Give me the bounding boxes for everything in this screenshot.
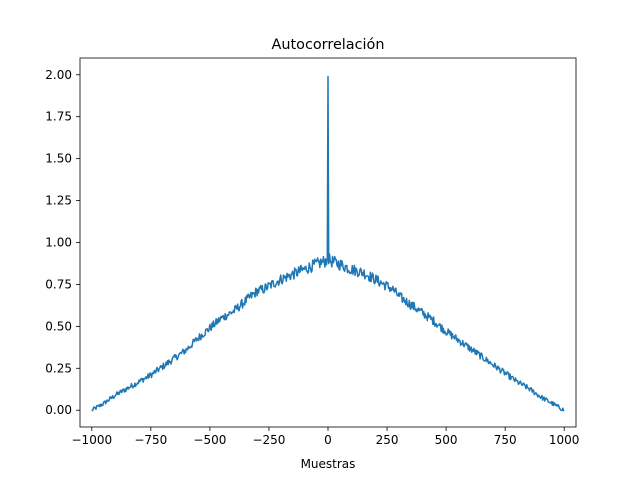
x-tick-label: 500 <box>435 433 458 447</box>
x-tick-label: −750 <box>134 433 167 447</box>
x-tick-label: −1000 <box>72 433 113 447</box>
y-tick-label: 0.75 <box>45 277 72 291</box>
x-axis-label: Muestras <box>301 457 356 471</box>
x-tick-label: 250 <box>376 433 399 447</box>
chart-title: Autocorrelación <box>272 37 385 53</box>
y-tick-label: 1.00 <box>45 236 72 250</box>
y-tick-label: 0.00 <box>45 403 72 417</box>
series-line-0 <box>91 75 565 412</box>
x-tick-label: −500 <box>193 433 226 447</box>
plot-layer <box>91 75 565 412</box>
y-tick-label: 1.50 <box>45 152 72 166</box>
x-tick-label: 0 <box>324 433 332 447</box>
y-tick-label: 2.00 <box>45 68 72 82</box>
y-tick-label: 1.25 <box>45 194 72 208</box>
y-tick-label: 0.25 <box>45 361 72 375</box>
x-tick-label: 1000 <box>549 433 580 447</box>
x-tick-label: −250 <box>252 433 285 447</box>
y-tick-label: 1.75 <box>45 110 72 124</box>
axes-layer: −1000 −750 −500 −250 0 250 500 750 1000 0.00 0.25 0… <box>45 57 580 447</box>
y-tick-label: 0.50 <box>45 319 72 333</box>
x-tick-label: 750 <box>494 433 517 447</box>
